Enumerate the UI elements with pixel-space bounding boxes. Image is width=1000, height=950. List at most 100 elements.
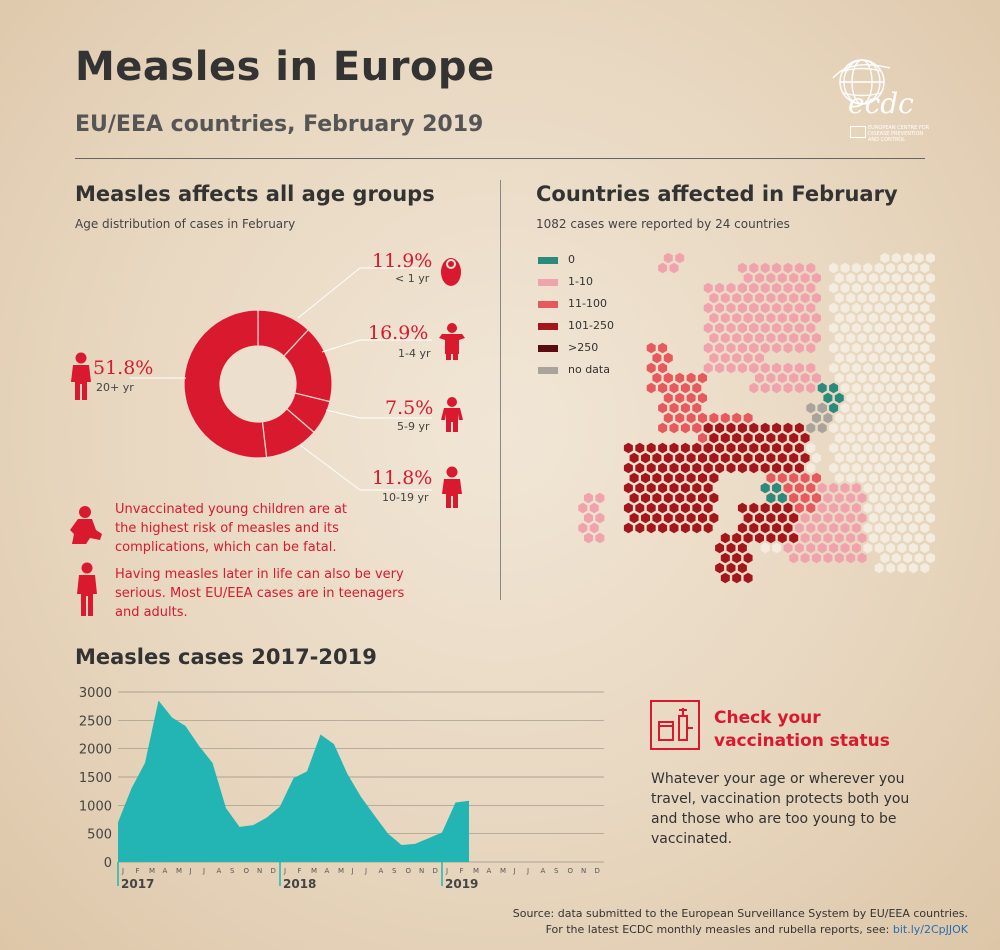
map-hex	[812, 512, 821, 524]
y-tick-label: 1000	[79, 799, 112, 814]
note-young-children: Unvaccinated young children are at the h…	[115, 502, 348, 555]
map-hex	[800, 492, 810, 504]
map-hex	[732, 312, 742, 324]
map-hex	[914, 472, 924, 484]
map-hex	[732, 332, 742, 344]
map-hex	[737, 282, 747, 294]
map-hex	[709, 332, 719, 344]
map-hex	[703, 362, 713, 374]
map-hex	[680, 442, 690, 454]
map-hex	[766, 312, 776, 324]
map-hex	[874, 362, 884, 374]
map-hex	[783, 262, 793, 274]
map-hex	[869, 332, 878, 344]
map-hex	[692, 482, 702, 494]
map-hex	[817, 542, 827, 554]
map-hex	[720, 352, 730, 364]
map-hex	[715, 322, 725, 334]
legend-swatch	[538, 256, 558, 264]
map-hex	[584, 532, 593, 544]
map-hex	[926, 412, 935, 424]
map-hex	[777, 292, 787, 304]
month-tick-label: O	[406, 867, 412, 875]
map-section-caption: 1082 cases were reported by 24 countries	[536, 217, 790, 231]
map-hex	[675, 472, 685, 484]
month-tick-label: A	[379, 867, 384, 875]
map-hex	[863, 402, 873, 414]
map-hex	[908, 282, 918, 294]
map-hex	[863, 442, 873, 454]
map-hex	[732, 572, 742, 584]
map-hex	[749, 462, 759, 474]
map-hex	[623, 502, 633, 514]
map-hex	[669, 462, 679, 474]
map-hex	[857, 312, 867, 324]
y-tick-label: 1500	[79, 771, 112, 786]
map-hex	[766, 472, 776, 484]
map-hex	[880, 552, 890, 564]
map-hex	[698, 392, 707, 404]
map-hex	[760, 282, 770, 294]
month-tick-label: A	[217, 867, 222, 875]
map-hex	[869, 312, 878, 324]
cta-title: Check your vaccination status	[714, 707, 890, 753]
map-hex	[777, 372, 787, 384]
legend-swatch	[538, 278, 558, 286]
map-hex	[772, 382, 782, 394]
map-hex	[863, 382, 873, 394]
map-hex	[914, 412, 924, 424]
map-hex	[766, 272, 776, 284]
map-hex	[886, 462, 896, 474]
map-hex	[777, 512, 787, 524]
map-hex	[635, 462, 645, 474]
month-tick-label: F	[460, 867, 464, 875]
map-hex	[772, 342, 782, 354]
month-tick-label: D	[433, 867, 438, 875]
legend-swatch	[538, 344, 558, 352]
map-hex	[874, 542, 884, 554]
map-hex	[851, 262, 861, 274]
map-hex	[897, 542, 907, 554]
map-hex	[834, 452, 844, 464]
map-hex	[623, 482, 633, 494]
map-hex	[737, 562, 747, 574]
map-hex	[783, 542, 793, 554]
reports-link[interactable]: bit.ly/2CpJJOK	[892, 923, 968, 936]
map-hex	[760, 542, 770, 554]
map-hex	[851, 342, 861, 354]
map-hex	[908, 362, 918, 374]
map-hex	[903, 332, 913, 344]
header-divider	[75, 158, 925, 159]
ecdc-logo: ecdc EUROPEAN CENTRE FOR DISEASE PREVENT…	[830, 52, 930, 147]
map-hex	[777, 452, 787, 464]
map-hex	[846, 532, 856, 544]
month-tick-label: F	[298, 867, 302, 875]
map-hex	[646, 362, 656, 374]
map-hex	[652, 472, 662, 484]
month-tick-label: N	[257, 867, 262, 875]
map-hex	[869, 532, 878, 544]
map-hex	[834, 492, 844, 504]
map-hex	[755, 452, 764, 464]
legend-item-0: 0	[538, 253, 575, 266]
map-hex	[680, 382, 690, 394]
page-title: Measles in Europe	[75, 44, 495, 90]
map-hex	[891, 452, 901, 464]
map-hex	[743, 452, 753, 464]
toddler-icon	[439, 323, 465, 360]
map-hex	[715, 562, 725, 574]
map-hex	[772, 302, 782, 314]
legend-swatch	[538, 300, 558, 308]
map-hex	[903, 392, 913, 404]
map-hex	[709, 512, 719, 524]
map-hex	[715, 422, 725, 434]
map-hex	[903, 432, 913, 444]
map-hex	[641, 452, 650, 464]
map-hex	[840, 402, 850, 414]
map-hex	[743, 312, 753, 324]
map-hex	[760, 342, 770, 354]
map-hex	[641, 472, 650, 484]
map-hex	[749, 422, 759, 434]
map-hex	[794, 322, 804, 334]
map-hex	[783, 422, 793, 434]
